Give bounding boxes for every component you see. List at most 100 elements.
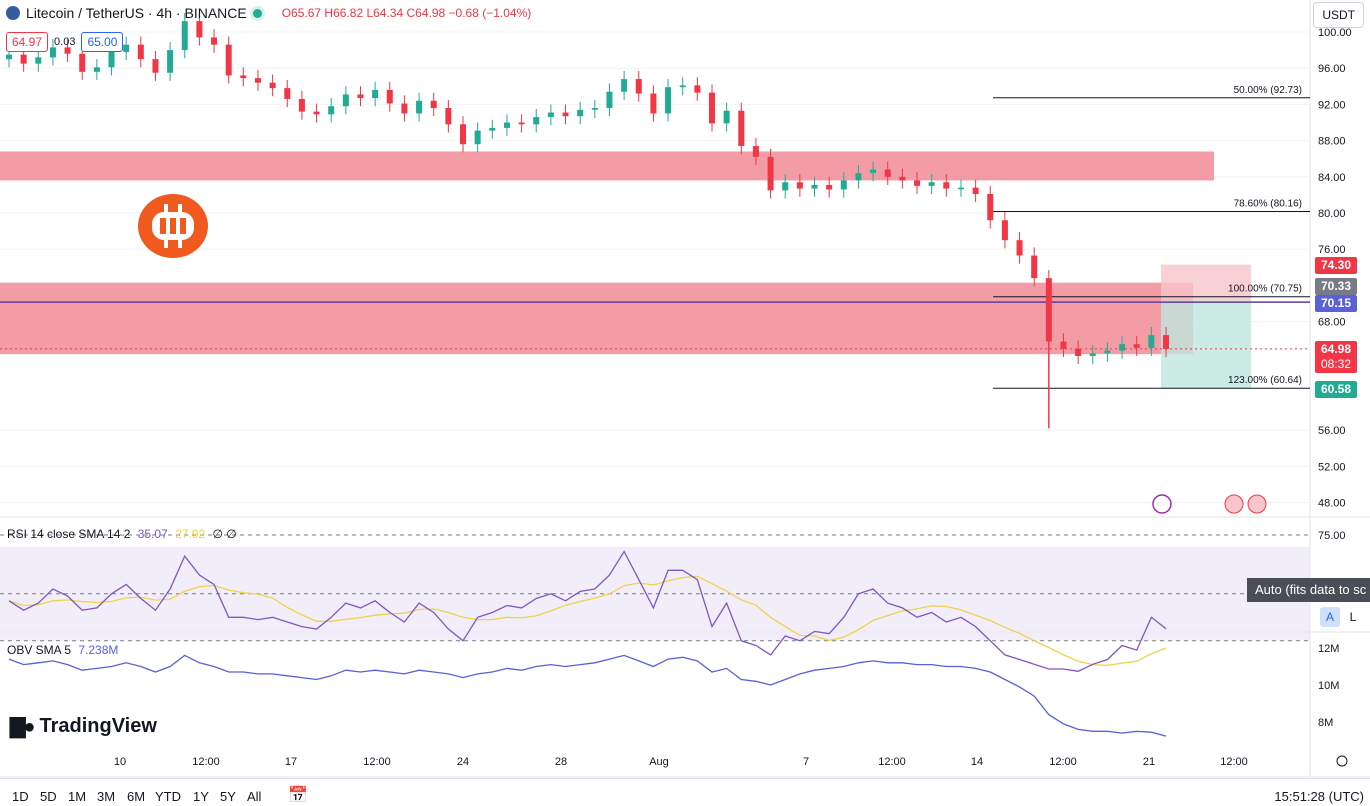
us-flag-event-icon	[1224, 494, 1244, 514]
tf-ytd[interactable]: YTD	[155, 789, 181, 804]
candle-body	[899, 176, 906, 181]
candle-body	[606, 91, 613, 109]
fib-level-label: 50.00% (92.73)	[1234, 85, 1302, 96]
spread-value: 0.03	[54, 36, 76, 48]
candle-body	[35, 57, 42, 64]
candle-body	[460, 124, 467, 145]
buy-button[interactable]: 65.00	[81, 32, 124, 52]
candle-body	[767, 156, 774, 191]
currency-button[interactable]: USDT	[1313, 2, 1364, 28]
candle-body	[723, 110, 730, 124]
time-axis-label: 28	[555, 756, 567, 768]
symbol-title[interactable]: Litecoin / TetherUS · 4h · BINANCE	[26, 5, 247, 21]
obv-value: 7.238M	[78, 643, 119, 657]
candle-body	[811, 184, 818, 189]
candle-body	[225, 44, 232, 76]
obv-legend: OBV SMA 5 7.238M	[7, 643, 118, 657]
tf-3m[interactable]: 3M	[97, 789, 116, 804]
bottom-toolbar: 1D 5D 1M 3M 6M YTD 1Y 5Y All 📅 15:51:28 …	[0, 778, 1370, 806]
time-axis-label: 12:00	[192, 756, 220, 768]
candle-body	[987, 193, 994, 221]
candle-body	[269, 82, 276, 89]
price-tick-label: 92.00	[1318, 99, 1346, 111]
rsi-label[interactable]: RSI 14 close SMA 14 2	[7, 527, 131, 541]
tf-5d[interactable]: 5D	[40, 789, 57, 804]
rsi-tick-label: 75.00	[1318, 530, 1346, 542]
candle-body	[635, 79, 642, 94]
candle-body	[1104, 350, 1111, 354]
candle-body	[284, 88, 291, 99]
candle-body	[665, 87, 672, 114]
candle-body	[240, 75, 247, 79]
rsi-extra: ∅ ∅	[212, 527, 237, 541]
candle-body	[957, 187, 964, 190]
candle-body	[137, 44, 144, 60]
candle-body	[943, 182, 950, 189]
tv-mark-icon: ▇●	[10, 716, 36, 738]
utc-clock[interactable]: 15:51:28 (UTC)	[1274, 789, 1364, 804]
candle-body	[430, 100, 437, 109]
price-tick-label: 80.00	[1318, 208, 1346, 220]
log-scale-button[interactable]: L	[1349, 610, 1357, 624]
price-tick-label: 84.00	[1318, 172, 1346, 184]
calendar-icon[interactable]: 📅	[288, 787, 308, 804]
candle-body	[298, 98, 305, 112]
candle-body	[401, 103, 408, 114]
candle-body	[79, 53, 86, 72]
candle-body	[1075, 348, 1082, 356]
candle-body	[1060, 341, 1067, 349]
price-tick-label: 48.00	[1318, 498, 1346, 510]
obv-label[interactable]: OBV SMA 5	[7, 643, 72, 657]
candle-body	[547, 112, 554, 118]
time-axis-label: 21	[1143, 756, 1155, 768]
candle-body	[196, 21, 203, 38]
fib-top-price-label: 74.30	[1315, 257, 1357, 274]
candle-body	[6, 54, 12, 60]
candle-body	[884, 169, 891, 177]
auto-scale-button[interactable]: A	[1320, 607, 1340, 627]
tf-1y[interactable]: 1Y	[193, 789, 209, 804]
last-price-label: 64.98	[1315, 341, 1357, 358]
ohlc-values: O65.67 H66.82 L64.34 C64.98 −0.68 (−1.04…	[281, 6, 532, 20]
tf-1d[interactable]: 1D	[12, 789, 29, 804]
candle-body	[108, 51, 115, 68]
candle-body	[1119, 344, 1126, 351]
candle-body	[167, 50, 174, 73]
tf-1m[interactable]: 1M	[68, 789, 87, 804]
time-axis-label: 7	[803, 756, 809, 768]
price-label-7033: 70.33	[1315, 278, 1357, 295]
time-axis-label: 14	[971, 756, 983, 768]
take-profit-label: 60.58	[1315, 381, 1357, 398]
rsi-value: 35.07	[137, 527, 168, 541]
rsi-sma-line	[8, 575, 1167, 666]
obv-line	[8, 654, 1167, 737]
candle-body	[679, 85, 686, 88]
candle-body	[562, 112, 569, 117]
candle-body	[621, 79, 628, 92]
tf-5y[interactable]: 5Y	[220, 789, 236, 804]
time-axis-label: 24	[457, 756, 469, 768]
tf-6m[interactable]: 6M	[127, 789, 146, 804]
price-tick-label: 100.00	[1318, 27, 1352, 39]
trade-chips: 64.97 0.03 65.00	[6, 32, 124, 52]
tf-all[interactable]: All	[247, 789, 262, 804]
candle-body	[752, 146, 759, 157]
candle-body	[928, 182, 935, 186]
candle-body	[708, 92, 715, 124]
price-label-7015: 70.15	[1315, 295, 1357, 312]
candle-body	[1001, 220, 1008, 241]
candle-body	[577, 109, 584, 117]
candle-body	[254, 78, 261, 83]
sell-button[interactable]: 64.97	[6, 32, 49, 52]
candle-body	[1133, 344, 1140, 348]
fib-level-label: 78.60% (80.16)	[1234, 199, 1302, 210]
time-axis-label: 12:00	[1220, 756, 1248, 768]
candle-body	[64, 47, 71, 54]
candle-body	[445, 108, 452, 125]
tradingview-logo: ▇● TradingView	[10, 714, 157, 739]
brand-name: TradingView	[39, 715, 157, 737]
position-target-zone	[1161, 300, 1251, 389]
candle-body	[533, 117, 540, 125]
auto-scale-tooltip: Auto (fits data to sc	[1247, 578, 1370, 602]
